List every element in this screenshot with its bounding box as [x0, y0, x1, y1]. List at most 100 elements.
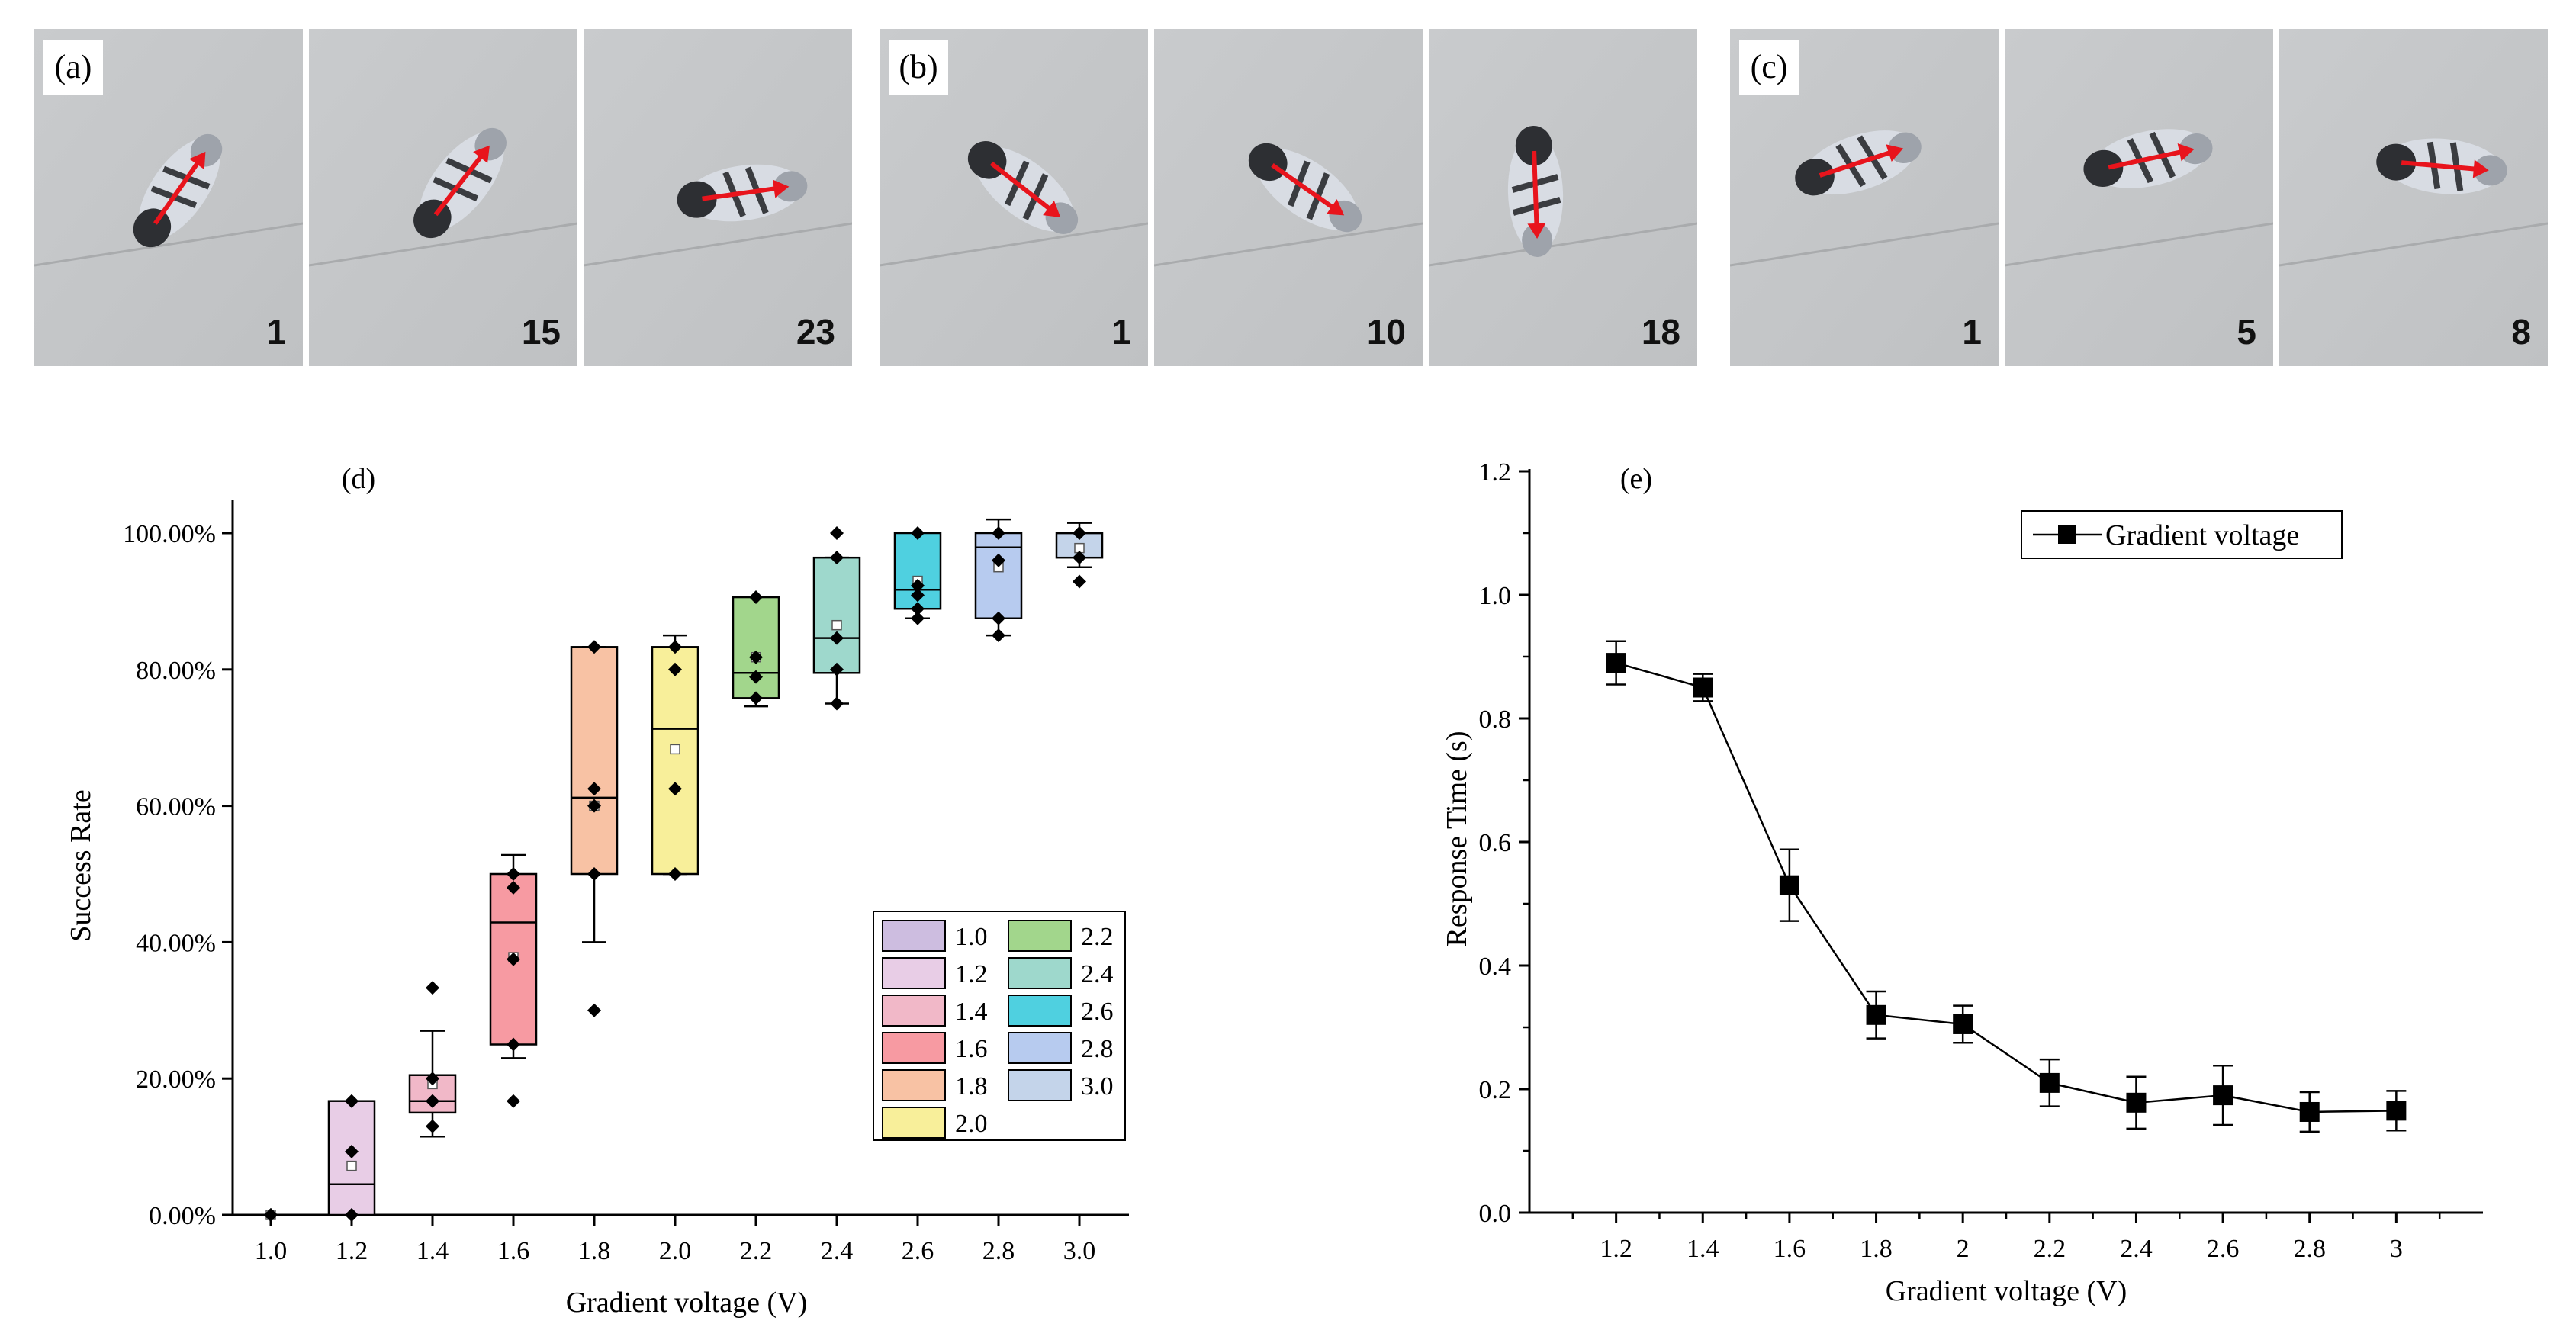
- data-point: [1073, 526, 1086, 540]
- y-tick-label: 1.0: [1479, 582, 1512, 610]
- data-point: [911, 588, 925, 603]
- panel-label: (a): [43, 40, 103, 95]
- legend-swatch: [1008, 920, 1072, 952]
- data-point: [911, 526, 925, 540]
- box-1.2: [327, 1094, 376, 1222]
- frame-number: 1: [1111, 312, 1131, 352]
- legend-label: 2.8: [1081, 1035, 1114, 1063]
- floor-seam: [34, 222, 303, 267]
- mean-marker: [831, 619, 842, 631]
- data-point: [1866, 1004, 1886, 1025]
- data-point: [749, 691, 763, 705]
- x-tick-label: 2.4: [2120, 1235, 2153, 1263]
- data-point: [1953, 1014, 1973, 1034]
- direction-arrow: [2401, 159, 2489, 178]
- data-point: [749, 670, 763, 684]
- data-point: [1693, 677, 1713, 698]
- x-tick-label: 2.2: [2034, 1235, 2066, 1263]
- box-1.8: [570, 640, 619, 1017]
- direction-arrow: [433, 145, 490, 217]
- photo-frame: 18: [1429, 29, 1697, 366]
- legend: Gradient voltage: [2021, 510, 2343, 559]
- box-chart-success-rate: 0.00%20.00%40.00%60.00%80.00%100.00%1.0 1…: [65, 463, 1129, 1319]
- frame-number: 8: [2511, 312, 2531, 352]
- box-iqr: [570, 646, 619, 876]
- x-tick-label: 2.6: [2207, 1235, 2240, 1263]
- photo-frame: 10: [1154, 29, 1423, 366]
- legend-label: 1.2: [955, 960, 988, 988]
- x-tick-label: 2.0: [659, 1237, 692, 1265]
- photo-frame: 5: [2005, 29, 2273, 366]
- direction-arrow: [1271, 162, 1345, 216]
- x-tick-label: 1.6: [497, 1237, 530, 1265]
- data-point: [2299, 1101, 2320, 1122]
- y-tick-label: 80.00%: [136, 657, 216, 685]
- legend-label: 2.2: [1081, 923, 1114, 951]
- legend-label: 1.8: [955, 1072, 988, 1101]
- photo-scene: [584, 29, 852, 366]
- legend-label: 1.6: [955, 1035, 988, 1063]
- floor-seam: [309, 222, 577, 267]
- floor-seam: [880, 222, 1148, 267]
- x-tick-label: 2.8: [2293, 1235, 2326, 1263]
- data-point: [911, 602, 925, 616]
- y-tick-label: 40.00%: [136, 929, 216, 957]
- photo-group-2: (b) 1 10 18: [880, 29, 1702, 366]
- photo-scene: [309, 29, 577, 366]
- panel-label: (b): [889, 40, 948, 95]
- direction-arrow: [702, 179, 790, 201]
- x-tick-label: 1.4: [1687, 1235, 1719, 1263]
- direction-arrow: [989, 161, 1061, 217]
- photo-scene: [1730, 29, 1999, 366]
- x-tick-label: 2.4: [821, 1237, 854, 1265]
- x-tick-label: 1.2: [336, 1237, 368, 1265]
- floor-seam: [1429, 222, 1697, 267]
- photo-scene: [2005, 29, 2273, 366]
- box-2.0: [651, 634, 699, 881]
- legend-swatch: [1008, 957, 1072, 989]
- y-tick-label: 60.00%: [136, 793, 216, 821]
- direction-arrow: [2108, 143, 2195, 170]
- data-point: [507, 1037, 520, 1052]
- box-2.2: [732, 590, 780, 708]
- y-axis-title: Success Rate: [65, 789, 97, 941]
- frame-number: 15: [521, 312, 561, 352]
- frame-number: 1: [266, 312, 286, 352]
- data-point: [668, 782, 682, 796]
- box-3.0: [1055, 522, 1104, 589]
- data-point: [345, 1144, 359, 1158]
- data-point: [426, 1119, 439, 1133]
- y-tick-label: 20.00%: [136, 1065, 216, 1094]
- legend-swatch: [1008, 1069, 1072, 1101]
- floor-seam: [1154, 222, 1423, 267]
- legend-swatch: [1008, 1032, 1072, 1064]
- panel-label: (e): [1620, 463, 1652, 495]
- x-tick-label: 2.8: [982, 1237, 1015, 1265]
- data-point: [668, 662, 682, 676]
- direction-arrow: [1527, 150, 1546, 239]
- data-point: [1073, 551, 1086, 565]
- legend-label: 1.0: [955, 923, 988, 951]
- photo-scene: [2279, 29, 2548, 366]
- data-point: [2386, 1101, 2407, 1121]
- x-tick-label: 1.8: [1860, 1235, 1893, 1263]
- legend-swatch: [882, 920, 946, 952]
- y-tick-label: 0.0: [1479, 1200, 1512, 1228]
- data-point: [587, 1003, 601, 1017]
- frame-number: 5: [2237, 312, 2256, 352]
- data-point: [507, 867, 520, 881]
- mean-marker: [346, 1160, 357, 1171]
- data-point: [345, 1208, 359, 1222]
- box-iqr: [974, 532, 1023, 619]
- y-tick-label: 0.6: [1479, 829, 1512, 857]
- direction-arrow: [153, 151, 206, 225]
- data-point: [426, 1094, 439, 1108]
- data-point: [992, 611, 1005, 625]
- box-1.0: [246, 1208, 295, 1222]
- y-tick-label: 1.2: [1479, 458, 1512, 487]
- data-point: [2039, 1072, 2060, 1093]
- direction-arrow: [1819, 144, 1904, 178]
- data-point: [426, 981, 439, 995]
- line-chart-response-time: 0.0 0.2 0.4 0.6 0.8 1.0 1.2 1.2 1.4 1.6 1.8 2 2.2 2.4…: [1441, 458, 2483, 1307]
- data-point: [830, 526, 844, 540]
